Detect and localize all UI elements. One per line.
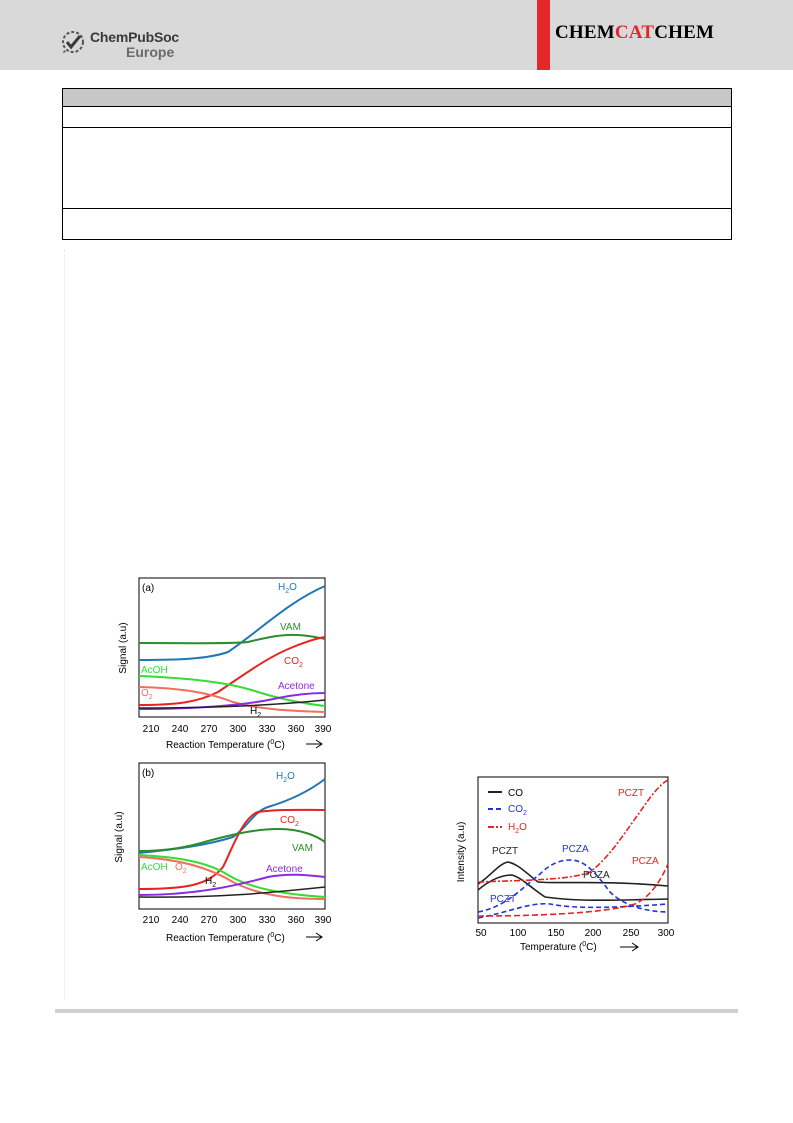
series-acoh	[138, 854, 326, 898]
series-h2o	[138, 778, 326, 854]
series-co2	[138, 636, 326, 706]
content-frame	[62, 88, 732, 240]
x-tick-label: 240	[172, 915, 189, 926]
x-tick-label: 300	[230, 724, 247, 735]
frame-divider	[63, 208, 731, 209]
y-axis-label: Intensity (a.u)	[456, 822, 467, 883]
plot-frame	[138, 577, 326, 718]
series-h2o	[138, 585, 326, 661]
x-tick-label: 330	[259, 915, 276, 926]
journal-logo-part3: CHEM	[654, 22, 715, 43]
series-co2-pcza	[477, 859, 669, 913]
label-acoh: AcOH	[141, 665, 168, 676]
annotation-pczt-h2o: PCZT	[618, 788, 644, 799]
label-h2: H2	[205, 876, 216, 889]
x-axis-label: Reaction Temperature (0C)	[166, 932, 285, 944]
arrow-icon	[306, 932, 323, 942]
label-h2: H2	[250, 706, 261, 719]
footer-rule	[55, 1009, 738, 1013]
x-axis-label: Reaction Temperature (0C)	[166, 739, 285, 751]
series-co-pcza	[477, 874, 669, 902]
series-co2-pczt	[477, 902, 669, 919]
plot-frame	[477, 776, 669, 924]
series-o2	[138, 686, 326, 713]
annotation-pcza-h2o: PCZA	[632, 856, 659, 867]
label-o2: O2	[175, 862, 187, 875]
series-vam	[138, 633, 326, 645]
annotation-pczt-co2: PCZT	[490, 894, 516, 905]
series-o2	[138, 856, 326, 900]
arrow-icon	[620, 942, 639, 952]
x-tick-label: 200	[585, 928, 602, 939]
annotation-pcza-co2: PCZA	[562, 844, 589, 855]
series-vam	[138, 827, 326, 852]
journal-logo-part2: CAT	[614, 22, 655, 43]
annotation-pcza-co: PCZA	[583, 870, 610, 881]
label-acoh: AcOH	[141, 862, 168, 873]
frame-header-bar	[63, 89, 731, 107]
legend-label-co2: CO2	[508, 804, 527, 817]
x-axis-ticks: 210 240 270 300 330 360 390	[143, 724, 332, 735]
series-acetone	[138, 873, 326, 896]
journal-logo[interactable]: CHEMCATCHEM	[555, 22, 714, 44]
label-vam: VAM	[292, 843, 313, 854]
chempubsoc-seal-icon	[62, 31, 84, 53]
label-co2: CO2	[280, 815, 299, 828]
x-tick-label: 270	[201, 724, 218, 735]
x-tick-label: 240	[172, 724, 189, 735]
label-o2: O2	[141, 688, 153, 701]
plot-frame	[138, 762, 326, 910]
legend-label-co: CO	[508, 788, 523, 799]
y-axis-label: Signal (a.u)	[118, 622, 129, 673]
x-tick-label: 270	[201, 915, 218, 926]
y-axis-label: Signal (a.u)	[114, 811, 125, 862]
x-axis-ticks: 50 100 150 200 250 300	[475, 928, 674, 939]
figure-panel-b: (b) Signal (a.u) H2O CO2 VAM Acetone AcO…	[114, 762, 332, 944]
series-h2	[138, 886, 326, 898]
line-number-guide	[64, 250, 66, 1000]
label-co2: CO2	[284, 656, 303, 669]
x-tick-label: 210	[143, 915, 160, 926]
figure-panel-c: Intensity (a.u) CO CO2 H2O PCZT PCZT PCZ…	[456, 776, 675, 953]
x-tick-label: 300	[658, 928, 675, 939]
series-co2	[138, 808, 326, 890]
x-tick-label: 210	[143, 724, 160, 735]
series-acoh	[138, 675, 326, 707]
x-axis-label: Temperature (0C)	[520, 941, 597, 953]
series-h2	[138, 699, 326, 709]
panel-label: (b)	[142, 768, 154, 779]
publisher-region: Europe	[126, 44, 175, 60]
annotation-pczt-co: PCZT	[492, 846, 518, 857]
x-tick-label: 360	[288, 915, 305, 926]
x-tick-label: 390	[315, 915, 332, 926]
x-tick-label: 150	[548, 928, 565, 939]
x-tick-label: 50	[475, 928, 487, 939]
label-acetone: Acetone	[278, 681, 315, 692]
series-co-pczt	[477, 861, 669, 887]
series-h2o-pcza	[477, 863, 669, 917]
panel-label: (a)	[142, 583, 154, 594]
label-vam: VAM	[280, 622, 301, 633]
series-h2o-pczt	[477, 779, 669, 883]
x-tick-label: 100	[510, 928, 527, 939]
figure-panel-a: (a) Signal (a.u) H2O VAM CO2 AcOH Aceton…	[118, 577, 332, 751]
journal-logo-part1: CHEM	[555, 22, 615, 43]
label-acetone: Acetone	[266, 864, 303, 875]
label-h2o: H2O	[276, 771, 295, 784]
publisher-name: ChemPubSoc	[90, 29, 180, 45]
x-tick-label: 390	[315, 724, 332, 735]
x-axis-ticks: 210 240 270 300 330 360 390	[143, 915, 332, 926]
legend: CO CO2 H2O	[488, 788, 527, 835]
x-tick-label: 300	[230, 915, 247, 926]
label-h2o: H2O	[278, 582, 297, 595]
x-tick-label: 330	[259, 724, 276, 735]
legend-label-h2o: H2O	[508, 822, 527, 835]
x-tick-label: 360	[288, 724, 305, 735]
frame-divider	[63, 127, 731, 128]
journal-accent-strip	[537, 0, 550, 70]
header-band	[0, 0, 793, 70]
arrow-icon	[306, 739, 323, 749]
x-tick-label: 250	[623, 928, 640, 939]
